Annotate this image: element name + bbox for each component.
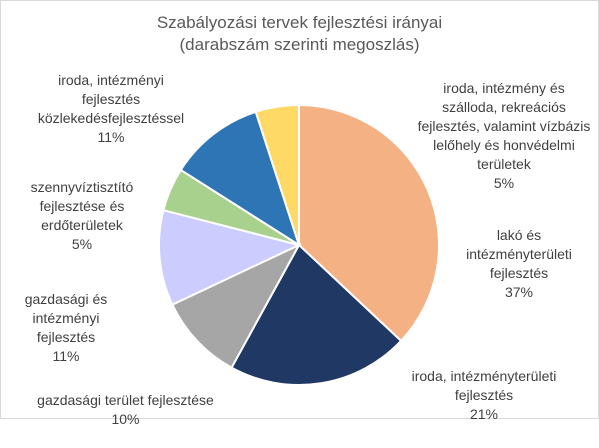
slice-label-iroda-kozlekedes-pct: 11% [97,129,125,145]
pie-slice-2 [230,243,403,386]
slice-label-gazdasagi-terulet-pct: 10% [111,411,140,427]
slice-label-iroda-kozlekedes-text: iroda, intézményi fejlesztés közlekedésf… [37,72,185,126]
slice-label-iroda-szalloda: iroda, intézmény és szálloda, rekreációs… [411,60,597,212]
slice-label-iroda-intezmenyteruleti: iroda, intézményterületi fejlesztés 21% [389,348,579,443]
slice-label-lako-pct: 37% [504,284,534,300]
pie-slice-1 [298,103,441,343]
pie-slice-4 [158,208,302,306]
slice-label-lako: lakó és intézményterületi fejlesztés 37% [444,207,594,321]
slice-label-iroda-intezmenyteruleti-pct: 21% [469,406,499,422]
slice-label-gazdasagi-intezmenyi-text: gazdasági és intézményi fejlesztés [24,291,108,345]
chart-subtitle: (darabszám szerinti megoszlás) [179,35,420,54]
slice-label-iroda-intezmenyteruleti-text: iroda, intézményterületi fejlesztés [411,368,557,403]
slice-label-gazdasagi-terulet-text: gazdasági terület fejlesztése [37,392,214,408]
slice-label-szennyviz-pct: 5% [71,236,93,252]
slice-label-iroda-szalloda-pct: 5% [493,175,515,191]
slice-label-gazdasagi-intezmenyi-pct: 11% [52,348,80,364]
pie-chart [158,103,441,386]
slice-label-iroda-kozlekedes: iroda, intézményi fejlesztés közlekedésf… [16,52,206,166]
chart-area: Szabályozási tervek fejlesztési irányai … [0,0,599,427]
slice-label-iroda-szalloda-text: iroda, intézmény és szálloda, rekreációs… [417,80,591,172]
pie-slice-6 [179,110,301,248]
pie-slice-3 [170,242,302,370]
slice-label-szennyviz-text: szennyvíztisztító fejlesztése és erdőter… [30,179,134,233]
pie-slice-7 [254,103,300,246]
slice-label-lako-text: lakó és intézményterületi fejlesztés [466,227,572,281]
chart-title: Szabályozási tervek fejlesztési irányai [156,13,443,32]
slice-label-szennyviz: szennyvíztisztító fejlesztése és erdőter… [7,159,157,273]
slice-label-gazdasagi-intezmenyi: gazdasági és intézményi fejlesztés 11% [11,271,121,385]
